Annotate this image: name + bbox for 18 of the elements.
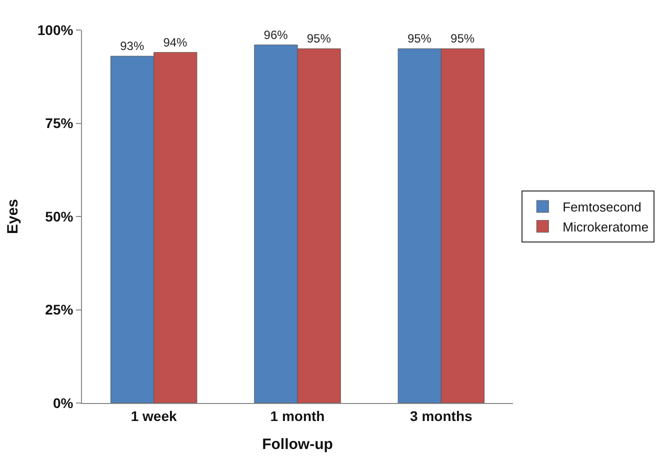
legend-label: Microkeratome [562,219,649,234]
x-tick-label: 1 week [130,408,177,424]
data-label: 93% [120,39,144,54]
legend-label: Femtosecond [562,200,642,215]
x-tick-label: 3 months [410,408,472,424]
y-tick-label: 0% [52,394,74,411]
x-tick-label: 1 month [270,408,325,424]
data-label: 95% [407,32,432,46]
y-tick-label: 50% [45,208,74,224]
data-label: 96% [264,28,288,42]
y-tick-label: 100% [37,22,74,38]
data-label: 95% [450,32,475,46]
y-axis-title: Eyes [4,198,22,234]
data-label: 94% [163,35,188,50]
y-tick-label: 75% [45,115,74,132]
x-axis-title: Follow-up [262,436,333,453]
y-tick-label: 25% [45,302,74,318]
data-label: 95% [306,32,332,46]
